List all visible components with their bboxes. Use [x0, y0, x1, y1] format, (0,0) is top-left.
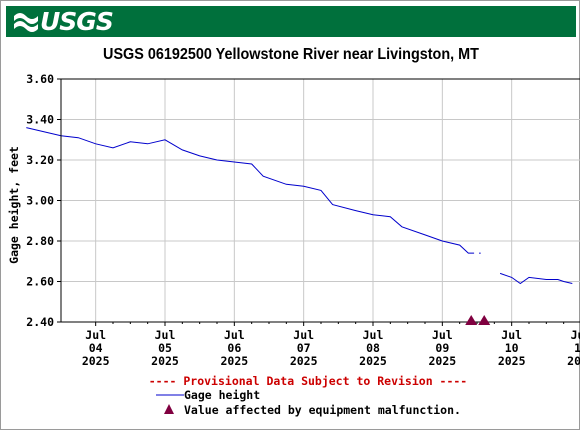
- x-tick-label: 11: [574, 341, 580, 355]
- legend-series-label: Gage height: [184, 388, 260, 402]
- x-tick-label: Jul: [155, 328, 176, 342]
- x-tick-label: 06: [227, 341, 241, 355]
- y-tick-label: 2.80: [26, 234, 54, 248]
- x-tick-label: Jul: [363, 328, 384, 342]
- x-tick-label: 2025: [220, 354, 248, 368]
- legend: ---- Provisional Data Subject to Revisio…: [149, 374, 468, 417]
- x-tick-label: Jul: [224, 328, 245, 342]
- y-tick-label: 3.20: [26, 153, 54, 167]
- x-tick-label: 05: [158, 341, 172, 355]
- x-tick-label: 2025: [290, 354, 318, 368]
- legend-marker-label: Value affected by equipment malfunction.: [184, 403, 461, 417]
- x-tick-label: 2025: [151, 354, 179, 368]
- x-tick-label: 2025: [359, 354, 387, 368]
- provisional-notice: ---- Provisional Data Subject to Revisio…: [149, 374, 468, 388]
- x-tick-label: Jul: [571, 328, 580, 342]
- chart-title: USGS 06192500 Yellowstone River near Liv…: [103, 46, 479, 63]
- x-tick-label: 2025: [82, 354, 110, 368]
- x-tick-label: 2025: [498, 354, 526, 368]
- x-tick-label: 04: [89, 341, 103, 355]
- malfunction-marker: [465, 315, 478, 325]
- x-tick-label: Jul: [293, 328, 314, 342]
- y-tick-label: 3.00: [26, 194, 54, 208]
- y-tick-label: 3.60: [26, 72, 54, 86]
- x-tick-label: 2025: [428, 354, 456, 368]
- malfunction-marker: [478, 315, 491, 325]
- gage-height-line: [26, 127, 475, 254]
- series-layer: [26, 127, 573, 285]
- grid-lines: [61, 78, 580, 323]
- x-tick-label: 10: [505, 341, 519, 355]
- y-tick-label: 3.40: [26, 113, 54, 127]
- y-axis-label: Gage height, feet: [7, 146, 21, 264]
- x-tick-label: 08: [366, 341, 380, 355]
- usgs-logo-text: USGS: [40, 7, 114, 36]
- y-tick-label: 2.40: [26, 315, 54, 329]
- malfunction-markers: [465, 315, 491, 325]
- x-tick-label: Jul: [501, 328, 522, 342]
- legend-marker-swatch: [164, 404, 174, 414]
- x-tick-label: 09: [435, 341, 449, 355]
- gage-height-line: [499, 272, 573, 285]
- x-tick-label: 2025: [567, 354, 580, 368]
- x-axis-ticks: Jul042025Jul052025Jul062025Jul072025Jul0…: [82, 322, 580, 368]
- x-tick-label: 07: [297, 341, 311, 355]
- y-axis-ticks: 3.60 3.40 3.20 3.00 2.80 2.60 2.40: [26, 72, 61, 329]
- y-tick-label: 2.60: [26, 275, 54, 289]
- x-tick-label: Jul: [85, 328, 106, 342]
- usgs-banner: USGS: [6, 6, 576, 37]
- x-tick-label: Jul: [432, 328, 453, 342]
- usgs-wave-icon: [14, 13, 38, 32]
